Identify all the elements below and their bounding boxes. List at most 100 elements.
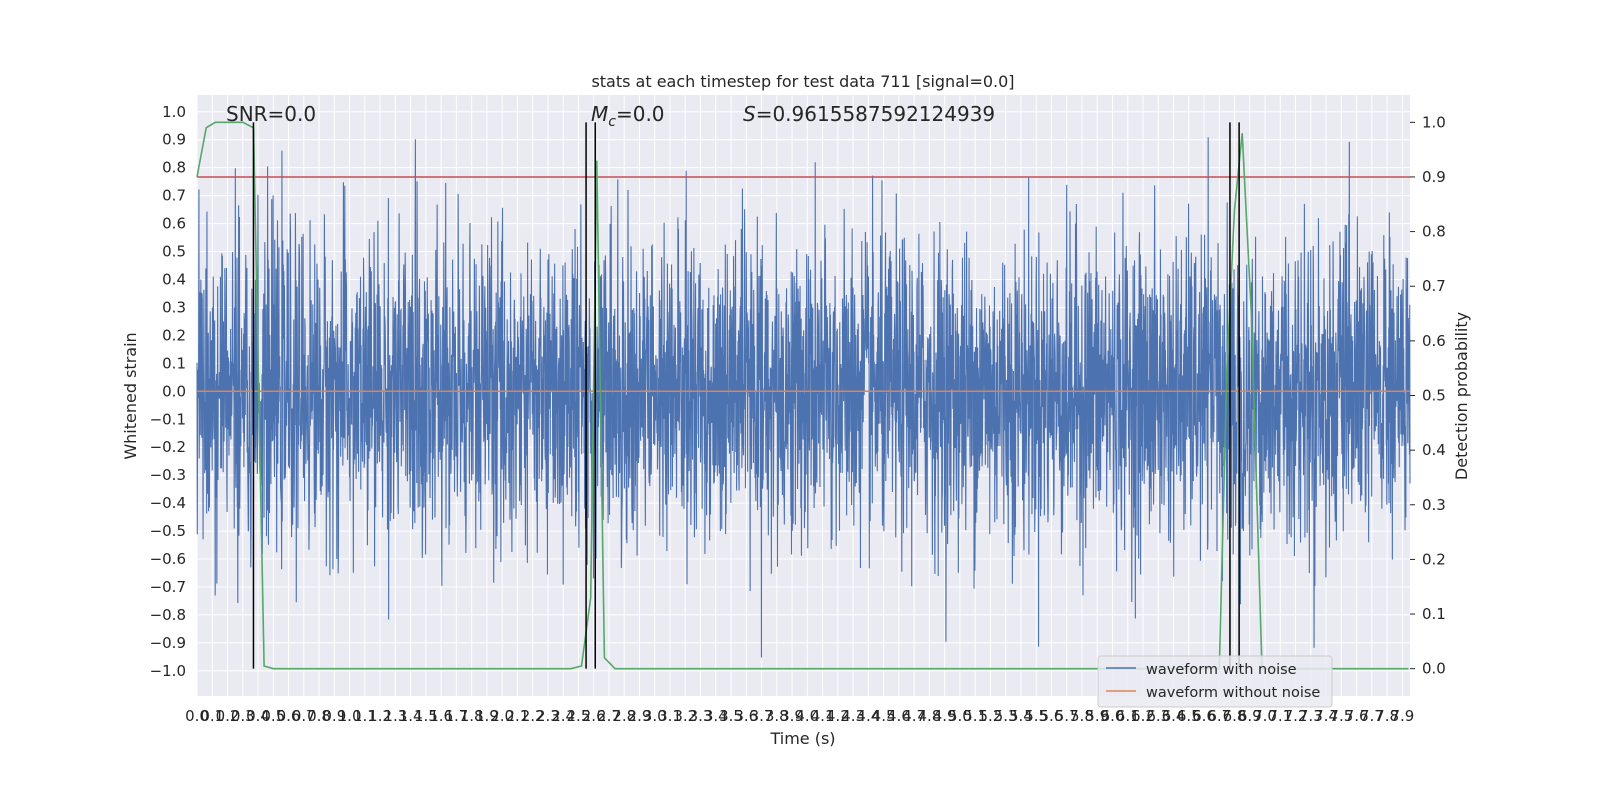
y2-tick-label: 0.0 [1422,660,1446,678]
y-tick-label: −0.8 [150,606,186,624]
x-tick-label: 2.7 [597,707,621,725]
x-tick-label: 0.3 [231,707,255,725]
x-tick-label: 1.7 [444,707,468,725]
y-tick-label: 0.4 [162,270,186,288]
x-tick-label: 6.8 [1223,707,1247,725]
y2-tick-label: 0.3 [1422,496,1446,514]
y-tick-label: −1.0 [150,662,186,680]
x-tick-label: 1.2 [368,707,392,725]
noise-series-path [196,137,1411,658]
x-tick-label: 6.2 [1131,707,1155,725]
x-tick-label: 7.7 [1360,707,1384,725]
y-tick-label: 0.9 [162,131,186,149]
x-tick-label: 4.5 [872,707,896,725]
waveform-with-noise [196,137,1411,658]
mc-value: =0.0 [616,102,665,126]
x-tick-label: 2.6 [582,707,606,725]
y-tick-label: −0.2 [150,438,186,456]
y2-tick-label: 0.9 [1422,168,1446,186]
y-tick-label: 0.2 [162,326,186,344]
y-tick-label: 1.0 [162,103,186,121]
x-tick-label: 4.3 [841,707,865,725]
x-tick-label: 3.7 [750,707,774,725]
snr-annotation: SNR=0.0 [226,102,316,126]
x-tick-label: 7.4 [1314,707,1338,725]
y2-tick-label: 0.6 [1422,332,1446,350]
x-tick-label: 2.2 [521,707,545,725]
y-tick-label: −0.5 [150,522,186,540]
x-tick-label: 2.1 [505,707,529,725]
y-tick-label: 0.3 [162,298,186,316]
y2-tick-label: 0.5 [1422,387,1446,405]
x-tick-label: 1.9 [475,707,499,725]
y-tick-label: −0.9 [150,634,186,652]
x-tick-label: 3.2 [673,707,697,725]
x-tick-label: 3.1 [658,707,682,725]
x-tick-label: 0.8 [307,707,331,725]
x-tick-label: 0.4 [246,707,270,725]
legend: waveform with noise waveform without noi… [1097,655,1333,708]
y-tick-label: 0.0 [162,382,186,400]
y2-axis-ticks: 0.0 0.1 0.2 0.3 0.4 0.5 0.6 0.7 0.8 0.9 1.0 [1410,113,1446,678]
y2-tick-label: 0.8 [1422,223,1446,241]
x-tick-label: 2.8 [612,707,636,725]
s-value: =0.9615587592124939 [756,102,995,126]
y-tick-label: −0.3 [150,466,186,484]
x-tick-label: 3.9 [780,707,804,725]
x-tick-label: 3.3 [689,707,713,725]
x-tick-label: 1.3 [383,707,407,725]
y-tick-label: 0.8 [162,159,186,177]
x-tick-label: 6.9 [1238,707,1262,725]
x-tick-label: 6.5 [1177,707,1201,725]
x-tick-label: 3.8 [765,707,789,725]
y-tick-label: 0.6 [162,215,186,233]
legend-label-noise: waveform with noise [1146,662,1297,678]
x-tick-label: 2.0 [490,707,514,725]
y-tick-label: −0.1 [150,410,186,428]
legend-box [1097,655,1333,708]
y-axis-label: Whitened strain [121,332,140,459]
x-tick-label: 6.7 [1207,707,1231,725]
x-tick-label: 5.0 [948,707,972,725]
x-tick-label: 4.8 [917,707,941,725]
x-tick-label: 3.0 [643,707,667,725]
y2-tick-label: 1.0 [1422,113,1446,131]
y-tick-label: −0.6 [150,550,186,568]
x-tick-label: 5.2 [978,707,1002,725]
y-axis-ticks: −1.0 −0.9 −0.8 −0.7 −0.6 −0.5 −0.4 −0.3 −0.2 −0.1… [150,103,186,680]
x-tick-label: 3.4 [704,707,728,725]
x-tick-label: 2.3 [536,707,560,725]
x-tick-label: 7.6 [1345,707,1369,725]
x-tick-label: 3.6 [734,707,758,725]
x-tick-label: 4.0 [795,707,819,725]
x-tick-label: 2.5 [567,707,591,725]
mc-annotation: Mc=0.0 [591,102,665,130]
y-tick-label: −0.4 [150,494,186,512]
x-tick-label: 0.6 [277,707,301,725]
x-tick-label: 1.5 [414,707,438,725]
x-axis-label: Time (s) [769,729,835,748]
y2-tick-label: 0.2 [1422,550,1446,568]
x-tick-label: 0.7 [292,707,316,725]
x-tick-label: 6.1 [1116,707,1140,725]
legend-label-clean: waveform without noise [1146,685,1320,701]
x-tick-label: 5.8 [1070,707,1094,725]
chart-title: stats at each timestep for test data 711… [591,72,1014,91]
s-symbol: S [743,102,756,126]
y2-tick-label: 0.4 [1422,441,1446,459]
x-tick-label: 1.8 [460,707,484,725]
x-tick-label: 7.8 [1375,707,1399,725]
x-tick-label: 3.5 [719,707,743,725]
x-tick-label: 5.6 [1040,707,1064,725]
x-tick-label: 1.1 [353,707,377,725]
mc-symbol: M [591,102,608,126]
x-tick-label: 1.6 [429,707,453,725]
x-tick-label: 4.9 [933,707,957,725]
x-tick-label: 1.0 [338,707,362,725]
x-tick-label: 7.1 [1268,707,1292,725]
s-annotation: S=0.9615587592124939 [743,102,995,126]
x-tick-label: 0.2 [216,707,240,725]
x-tick-label: 5.7 [1055,707,1079,725]
x-tick-label: 4.7 [902,707,926,725]
